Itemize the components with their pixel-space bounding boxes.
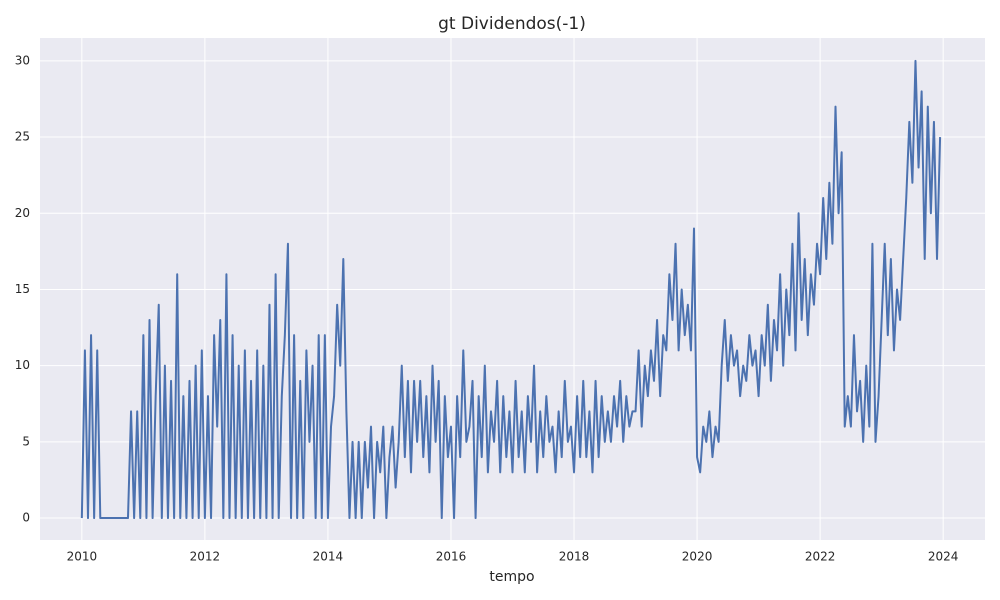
x-tick-label: 2010 [67, 550, 98, 564]
x-tick-label: 2024 [928, 550, 959, 564]
x-tick-label: 2022 [805, 550, 836, 564]
y-tick-label: 15 [15, 282, 30, 296]
y-tick-label: 30 [15, 53, 30, 67]
y-tick-label: 10 [15, 358, 30, 372]
chart-title: gt Dividendos(-1) [438, 14, 586, 34]
y-tick-label: 25 [15, 130, 30, 144]
x-axis-label: tempo [489, 569, 534, 585]
x-tick-label: 2016 [436, 550, 467, 564]
x-tick-label: 2014 [313, 550, 344, 564]
x-tick-label: 2012 [190, 550, 221, 564]
y-tick-label: 0 [22, 511, 30, 525]
y-tick-label: 20 [15, 206, 30, 220]
x-tick-label: 2020 [682, 550, 713, 564]
data-line [80, 59, 942, 520]
y-tick-label: 5 [22, 434, 30, 448]
x-tick-label: 2018 [559, 550, 590, 564]
